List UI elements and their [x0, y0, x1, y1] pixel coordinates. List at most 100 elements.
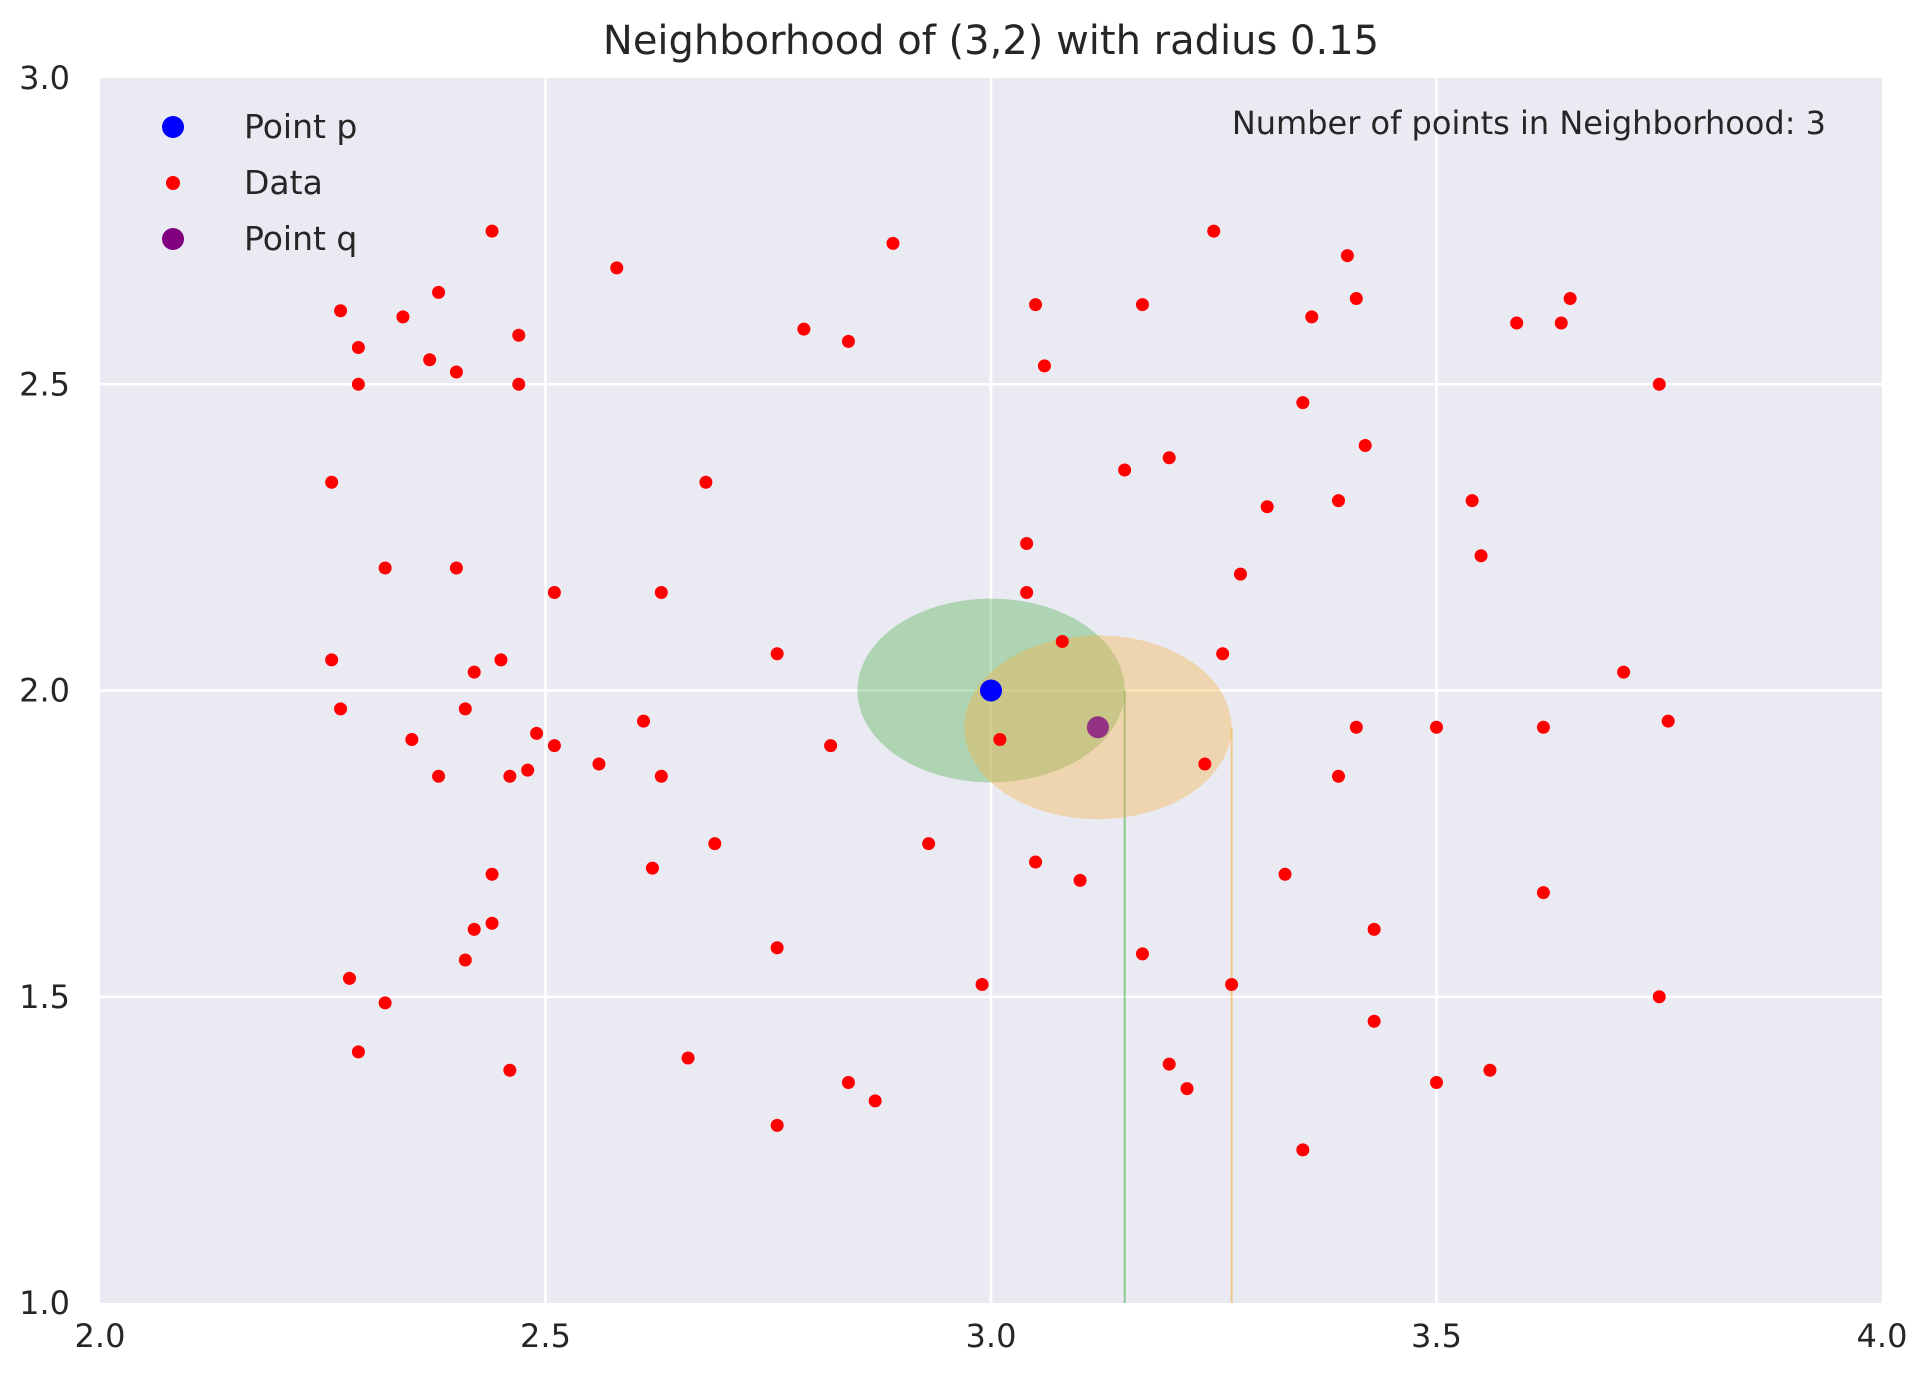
data-point — [1510, 316, 1524, 330]
y-tick-label: 1.5 — [19, 978, 70, 1016]
data-point — [432, 769, 446, 783]
x-tick-label: 2.0 — [75, 1317, 126, 1355]
data-point — [1296, 1143, 1310, 1157]
tick-labels: 2.0 2.5 3.0 3.5 4.0 1.0 1.5 2.0 2.5 3.0 — [19, 59, 1907, 1355]
data-point — [547, 586, 561, 599]
data-point — [1162, 451, 1176, 465]
legend-marker-point-p — [162, 116, 184, 138]
data-point — [325, 475, 339, 489]
data-point — [1020, 537, 1034, 550]
data-point — [449, 365, 463, 379]
data-point — [1055, 635, 1069, 648]
data-point — [405, 733, 419, 746]
data-point — [458, 702, 472, 716]
data-point — [868, 1094, 882, 1108]
data-point — [334, 304, 348, 318]
legend-label-data: Data — [244, 163, 323, 202]
data-point — [1536, 886, 1550, 900]
data-point — [1349, 292, 1363, 305]
data-point — [922, 837, 936, 851]
data-point — [1430, 720, 1443, 734]
data-point — [521, 763, 535, 777]
data-point — [1367, 922, 1381, 936]
data-point — [1430, 1076, 1443, 1089]
data-point — [770, 941, 784, 955]
data-point — [1260, 500, 1274, 514]
data-point — [1296, 396, 1310, 410]
data-point — [975, 978, 989, 991]
data-point — [699, 475, 713, 489]
data-point — [458, 953, 472, 967]
data-point — [1536, 720, 1550, 734]
data-point — [610, 261, 624, 275]
data-point — [378, 996, 392, 1010]
data-point — [1358, 439, 1372, 452]
data-point — [503, 769, 517, 783]
data-point — [681, 1051, 695, 1065]
data-point — [512, 377, 526, 391]
data-point — [351, 377, 365, 391]
data-point — [770, 647, 784, 661]
y-tick-label: 3.0 — [19, 59, 70, 97]
data-point — [592, 757, 606, 771]
data-point — [1278, 867, 1292, 881]
data-point — [1225, 978, 1239, 991]
data-point — [1207, 224, 1221, 238]
data-point — [645, 861, 659, 875]
legend-label-point-q: Point q — [244, 219, 357, 258]
y-tick-label: 2.5 — [19, 365, 70, 403]
data-point — [1162, 1057, 1176, 1071]
data-point — [547, 739, 561, 753]
legend-label-point-p: Point p — [244, 107, 357, 146]
data-point — [1554, 316, 1568, 330]
data-point — [432, 285, 446, 299]
data-point — [1029, 298, 1043, 312]
data-point — [396, 310, 410, 324]
chart-title: Neighborhood of (3,2) with radius 0.15 — [603, 18, 1379, 64]
data-point — [449, 561, 463, 575]
x-tick-label: 3.5 — [1411, 1317, 1462, 1355]
data-point — [1483, 1063, 1497, 1077]
data-point — [503, 1063, 517, 1077]
x-tick-label: 2.5 — [520, 1317, 571, 1355]
data-point — [1465, 494, 1479, 508]
data-point — [1305, 310, 1319, 324]
data-point — [1118, 463, 1132, 477]
data-point — [1661, 714, 1675, 728]
data-point — [485, 916, 499, 930]
data-point — [1563, 292, 1577, 305]
data-point — [378, 561, 392, 575]
data-point — [1367, 1014, 1381, 1028]
data-point — [797, 322, 811, 336]
data-point — [1340, 249, 1354, 263]
data-point — [351, 1045, 365, 1059]
points-layer — [325, 224, 1675, 1157]
data-point — [841, 1076, 855, 1089]
data-point — [886, 236, 900, 250]
y-tick-label: 2.0 — [19, 672, 70, 710]
data-point — [1349, 720, 1363, 734]
data-point — [1037, 359, 1051, 373]
x-tick-label: 3.0 — [966, 1317, 1017, 1355]
data-point — [1617, 665, 1631, 679]
data-point — [342, 971, 356, 985]
data-point — [1180, 1082, 1194, 1096]
data-point — [993, 733, 1007, 746]
data-point — [708, 837, 722, 851]
data-point — [841, 334, 855, 348]
data-point — [512, 328, 526, 342]
neighborhood-count-annotation: Number of points in Neighborhood: 3 — [1232, 104, 1826, 142]
y-tick-label: 1.0 — [19, 1284, 70, 1322]
data-point — [1020, 586, 1034, 599]
data-point — [1331, 494, 1345, 508]
data-point — [485, 224, 499, 238]
data-point — [770, 1118, 784, 1132]
point-p-point — [980, 679, 1002, 702]
data-point — [467, 665, 481, 679]
data-point — [325, 653, 339, 667]
data-point — [1331, 769, 1345, 783]
data-point — [1029, 855, 1043, 869]
data-point — [1135, 947, 1149, 961]
